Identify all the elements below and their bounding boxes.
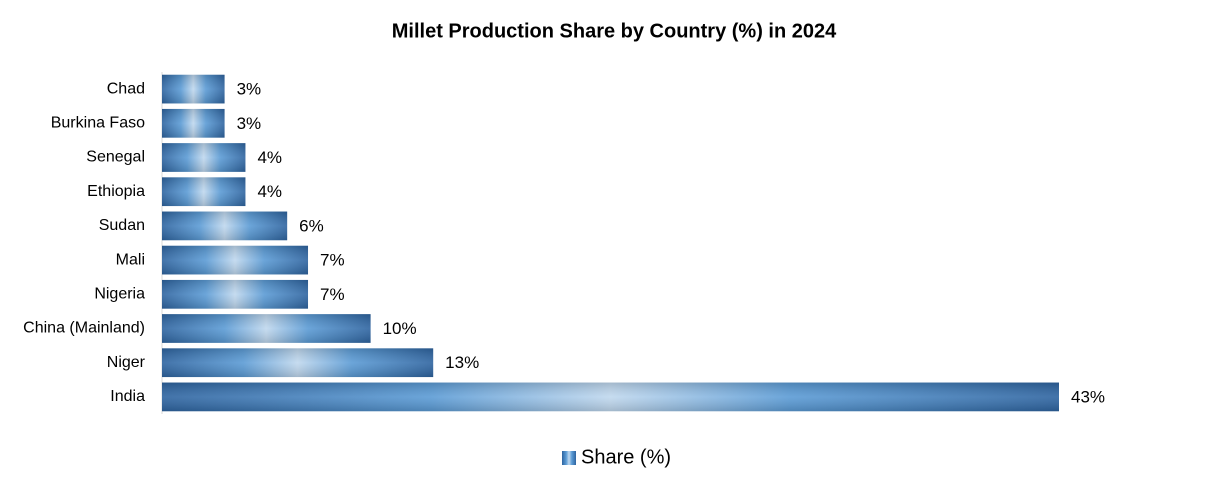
data-label: 3% [237,114,262,133]
y-tick-label: Sudan [99,217,145,234]
bar [162,348,434,378]
y-tick-label: Mali [116,251,145,268]
data-label: 4% [257,148,282,167]
y-tick-label: Ethiopia [87,183,145,200]
bar [162,177,246,207]
bar [162,211,288,241]
bar [162,143,246,172]
data-label: 13% [445,353,479,372]
legend-swatch [562,451,576,465]
data-label: 4% [257,182,282,201]
y-tick-label: China (Mainland) [23,320,145,337]
data-label: 10% [383,319,417,338]
data-label: 6% [299,216,324,235]
chart-title: Millet Production Share by Country (%) i… [392,20,837,42]
data-label: 43% [1071,387,1105,406]
bar [162,314,371,343]
data-label: 7% [320,251,345,270]
legend-label: Share (%) [581,446,671,468]
bar [162,108,225,138]
bar [162,245,309,275]
bar [162,382,1059,412]
data-label: 3% [237,80,262,99]
y-tick-label: Burkina Faso [51,115,145,132]
data-label: 7% [320,285,345,304]
y-tick-label: Chad [107,80,145,97]
y-tick-label: India [110,388,145,405]
y-tick-label: Niger [107,354,146,371]
y-tick-label: Nigeria [94,286,145,303]
bar [162,74,225,104]
bar [162,279,309,309]
y-tick-label: Senegal [86,149,145,166]
